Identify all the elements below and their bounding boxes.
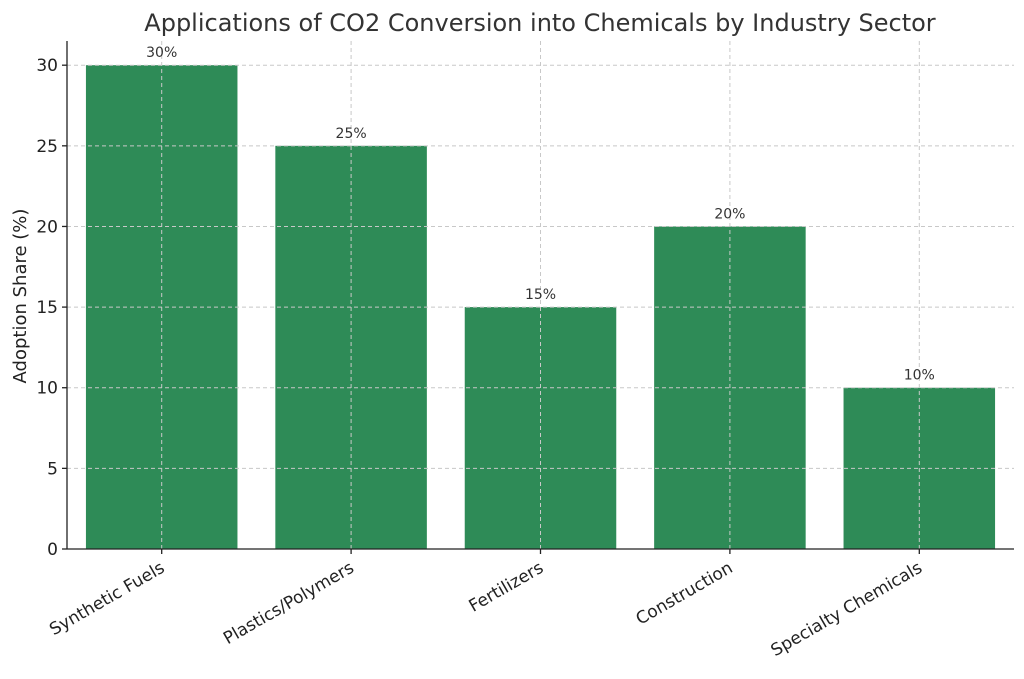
data-label: 25% xyxy=(336,126,367,142)
y-tick-label: 15 xyxy=(36,298,58,318)
y-tick-label: 25 xyxy=(36,137,58,157)
x-tick-label: Synthetic Fuels xyxy=(46,558,168,640)
y-tick-label: 10 xyxy=(36,379,58,399)
x-tick-label: Construction xyxy=(633,558,737,629)
x-tick-label: Specialty Chemicals xyxy=(768,558,926,661)
data-label: 10% xyxy=(904,368,935,384)
chart-title: Applications of CO2 Conversion into Chem… xyxy=(144,9,936,37)
y-tick-label: 0 xyxy=(47,540,58,560)
y-axis-label: Adoption Share (%) xyxy=(10,209,31,384)
data-label: 15% xyxy=(525,287,556,303)
y-tick-label: 30 xyxy=(36,56,58,76)
bar-2 xyxy=(275,146,427,549)
data-label: 30% xyxy=(146,45,177,61)
y-tick-label: 20 xyxy=(36,217,58,237)
y-tick-label: 5 xyxy=(47,459,58,479)
x-tick-label: Plastics/Polymers xyxy=(220,558,358,649)
data-label: 20% xyxy=(714,206,745,222)
bar-chart: Applications of CO2 Conversion into Chem… xyxy=(0,0,1024,679)
x-tick-label: Fertilizers xyxy=(466,558,547,617)
